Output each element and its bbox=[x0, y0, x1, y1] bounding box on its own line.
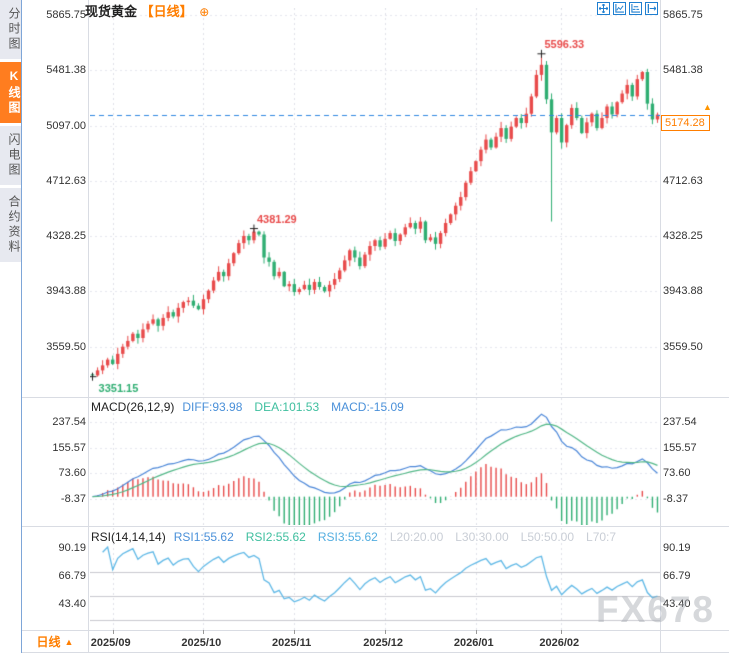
y-axis-tick-label: 4712.63 bbox=[46, 174, 86, 187]
y-axis-tick-label: 155.57 bbox=[52, 441, 86, 454]
y-axis-tick-label: 73.60 bbox=[58, 467, 86, 480]
y-axis-tick-label: 5481.38 bbox=[46, 64, 86, 77]
main-macd-separator bbox=[22, 397, 729, 398]
y-axis-tick-label: 4712.63 bbox=[663, 174, 703, 187]
y-axis-tick-label: 155.57 bbox=[663, 441, 697, 454]
chart-title: 现货黄金 【日线】 ⊕ bbox=[85, 1, 210, 19]
current-price-tag: 5174.28 bbox=[661, 114, 710, 131]
x-axis-date-label: 2026/01 bbox=[453, 637, 494, 649]
legend-item: DEA:101.53 bbox=[254, 400, 320, 414]
price-up-arrow-icon: ▲ bbox=[703, 101, 712, 112]
sidebar-tab-lightning-chart[interactable]: 闪电图 bbox=[0, 126, 21, 185]
y-axis-tick-label: 66.79 bbox=[58, 570, 86, 583]
indicator-window-icon[interactable] bbox=[629, 2, 642, 15]
period-up-arrow-icon: ▲ bbox=[64, 636, 74, 647]
exit-chart-icon[interactable] bbox=[645, 2, 658, 15]
legend-item: DIFF:93.98 bbox=[182, 400, 243, 414]
y-axis-tick-label: 5097.00 bbox=[46, 119, 86, 132]
instrument-name: 现货黄金 bbox=[85, 4, 138, 19]
y-axis-tick-label: 237.54 bbox=[52, 415, 86, 428]
macd-header: MACD(26,12,9) DIFF:93.98 DEA:101.53 MACD:-1… bbox=[91, 400, 660, 415]
x-axis-tick-mark bbox=[294, 630, 296, 634]
legend-item: RSI2:55.62 bbox=[245, 530, 306, 544]
y-axis-tick-label: 237.54 bbox=[663, 415, 697, 428]
x-axis-tick-mark bbox=[385, 630, 387, 634]
rsi-axis-separator bbox=[22, 630, 729, 631]
macd-rsi-separator bbox=[22, 526, 729, 527]
y-axis-tick-label: 4328.25 bbox=[663, 230, 703, 243]
plot-right-border bbox=[660, 0, 661, 652]
price-chart-canvas[interactable] bbox=[90, 8, 660, 397]
y-axis-tick-label: 3943.88 bbox=[663, 285, 703, 298]
add-indicator-icon[interactable]: ⊕ bbox=[199, 5, 210, 19]
y-axis-tick-label: 90.19 bbox=[58, 542, 86, 555]
rsi-title: RSI(14,14,14) bbox=[91, 530, 166, 544]
y-axis-tick-label: 90.19 bbox=[663, 542, 691, 555]
legend-item: RSI3:55.62 bbox=[317, 530, 378, 544]
x-axis-date-label: 2026/02 bbox=[539, 637, 580, 649]
rsi-header: RSI(14,14,14) RSI1:55.62 RSI2:55.62 RSI3:55… bbox=[91, 530, 660, 545]
period-tag: 【日线】 bbox=[140, 4, 193, 19]
rsi-legend: RSI1:55.62 RSI2:55.62 RSI3:55.62 L20:20.00 L… bbox=[174, 530, 628, 544]
y-axis-tick-label: 3559.50 bbox=[46, 340, 86, 353]
sidebar-tab-contract-info[interactable]: 合约资料 bbox=[0, 188, 21, 262]
legend-item: L20:20.00 bbox=[389, 530, 444, 544]
y-axis-tick-label: 43.40 bbox=[663, 598, 691, 611]
y-axis-tick-label: 3943.88 bbox=[46, 285, 86, 298]
rsi-chart-canvas[interactable] bbox=[90, 528, 660, 630]
x-axis-tick-mark bbox=[112, 630, 114, 634]
y-axis-tick-label: 5865.75 bbox=[663, 9, 703, 22]
y-axis-tick-label: -8.37 bbox=[60, 493, 86, 506]
period-selector[interactable]: 日线 ▲ bbox=[22, 631, 88, 652]
plot-left-border bbox=[88, 0, 89, 652]
macd-legend: DIFF:93.98 DEA:101.53 MACD:-15.09 bbox=[182, 400, 415, 414]
legend-item: MACD:-15.09 bbox=[331, 400, 404, 414]
sidebar-tab-kline-chart[interactable]: K线图 bbox=[0, 62, 21, 123]
pan-tool-icon[interactable] bbox=[597, 2, 610, 15]
legend-item: L70:7 bbox=[586, 530, 617, 544]
x-axis-tick-mark bbox=[203, 630, 205, 634]
y-axis-tick-label: 5481.38 bbox=[663, 64, 703, 77]
x-axis-date-label: 2025/10 bbox=[181, 637, 222, 649]
legend-item: L30:30.00 bbox=[455, 530, 509, 544]
y-axis-tick-label: 4328.25 bbox=[46, 230, 86, 243]
y-axis-tick-label: -8.37 bbox=[663, 493, 689, 506]
x-axis-date-label: 2025/09 bbox=[90, 637, 131, 649]
macd-chart-canvas[interactable] bbox=[90, 398, 660, 525]
x-axis-date-label: 2025/11 bbox=[272, 637, 312, 649]
chart-type-sidebar: 分时图 K线图 闪电图 合约资料 bbox=[0, 0, 22, 653]
x-axis-date-label: 2025/12 bbox=[363, 637, 404, 649]
y-axis-tick-label: 5865.75 bbox=[46, 9, 86, 22]
macd-title: MACD(26,12,9) bbox=[91, 400, 175, 414]
chart-window-icon[interactable] bbox=[613, 2, 626, 15]
y-axis-tick-label: 73.60 bbox=[663, 467, 691, 480]
legend-item: RSI1:55.62 bbox=[173, 530, 234, 544]
y-axis-tick-label: 3559.50 bbox=[663, 340, 703, 353]
legend-item: L50:50.00 bbox=[520, 530, 575, 544]
sidebar-tab-time-chart[interactable]: 分时图 bbox=[0, 0, 21, 59]
y-axis-tick-label: 43.40 bbox=[58, 598, 86, 611]
chart-toolbar bbox=[597, 2, 658, 15]
x-axis-tick-mark bbox=[475, 630, 477, 634]
y-axis-tick-label: 66.79 bbox=[663, 570, 691, 583]
x-axis-tick-mark bbox=[561, 630, 563, 634]
period-selector-label: 日线 bbox=[36, 635, 61, 649]
